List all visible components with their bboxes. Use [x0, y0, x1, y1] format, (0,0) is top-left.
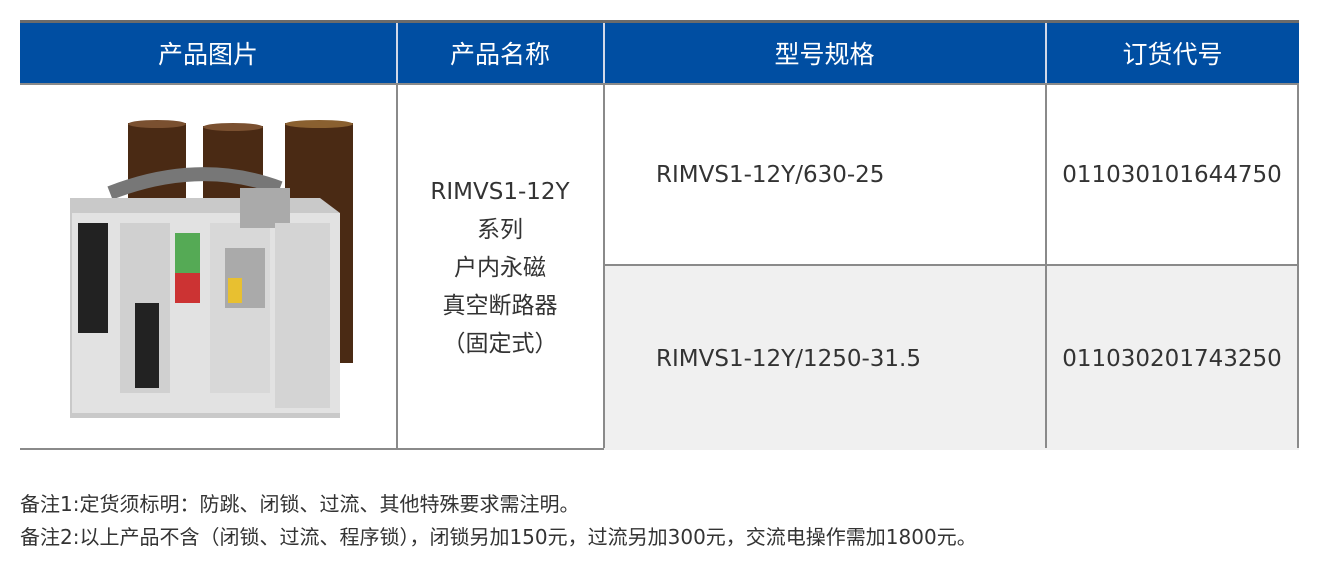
header-product-image: 产品图片 — [20, 23, 396, 83]
product-name-line: 真空断路器 — [442, 292, 558, 319]
header-model: 型号规格 — [604, 23, 1045, 83]
product-name-line: 系列 — [477, 216, 523, 243]
divider — [20, 83, 1299, 85]
order-code-cell: 011030101644750 — [1062, 162, 1282, 188]
product-name-cell: RIMVS1-12Y 系列 户内永磁 真空断路器 （固定式） — [397, 85, 603, 450]
divider — [603, 83, 605, 448]
notes: 备注1:定货须标明：防跳、闭锁、过流、其他特殊要求需注明。 备注2:以上产品不含… — [20, 488, 977, 554]
header-order-code: 订货代号 — [1046, 23, 1299, 83]
note-2: 备注2:以上产品不含（闭锁、过流、程序锁），闭锁另加150元，过流另加300元，… — [20, 525, 977, 549]
model-cell: RIMVS1-12Y/630-25 — [656, 162, 885, 188]
divider — [396, 23, 398, 83]
note-1: 备注1:定货须标明：防跳、闭锁、过流、其他特殊要求需注明。 — [20, 492, 580, 516]
product-name-line: RIMVS1-12Y — [430, 178, 570, 205]
order-code-cell: 011030201743250 — [1062, 346, 1282, 372]
divider — [603, 23, 605, 83]
alt-row-bg — [604, 264, 1299, 450]
product-name-line: （固定式） — [442, 330, 558, 357]
divider — [1297, 83, 1299, 448]
product-name-line: 户内永磁 — [454, 254, 546, 281]
product-table: 产品图片 产品名称 型号规格 订货代号 RIMVS — [20, 20, 1299, 450]
header-product-name: 产品名称 — [397, 23, 603, 83]
divider — [604, 264, 1299, 266]
product-image — [50, 118, 370, 432]
model-cell: RIMVS1-12Y/1250-31.5 — [656, 346, 921, 372]
divider — [396, 83, 398, 448]
divider — [1045, 83, 1047, 448]
divider — [1045, 23, 1047, 83]
